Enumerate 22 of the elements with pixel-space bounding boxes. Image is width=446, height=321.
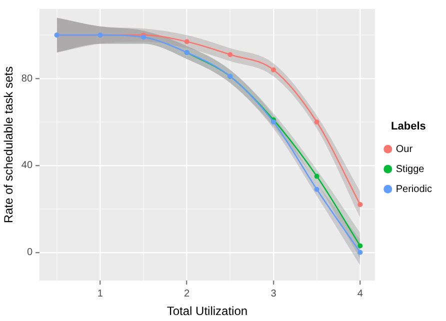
x-tick-label: 3 bbox=[270, 288, 277, 300]
x-tick-label: 2 bbox=[184, 288, 190, 300]
point bbox=[314, 174, 320, 179]
y-tick-label: 0 bbox=[26, 247, 33, 258]
x-tick-label: 4 bbox=[357, 288, 364, 300]
legend-title: Labels bbox=[391, 120, 426, 132]
point bbox=[358, 202, 363, 208]
point bbox=[314, 119, 320, 124]
x-tick-label: 1 bbox=[97, 288, 104, 300]
point bbox=[270, 67, 276, 72]
point bbox=[358, 243, 363, 248]
legend-label: Periodic bbox=[396, 184, 432, 195]
point bbox=[314, 186, 320, 192]
point bbox=[184, 39, 190, 44]
legend-label: Stigge bbox=[396, 164, 425, 175]
point bbox=[358, 250, 363, 255]
y-axis-title: Rate of schedulable task sets bbox=[2, 66, 16, 224]
y-tick-label: 40 bbox=[21, 160, 33, 172]
y-tick-label: 80 bbox=[21, 73, 33, 84]
point bbox=[228, 52, 233, 58]
x-axis-title: Total Utilization bbox=[166, 304, 248, 318]
legend-label: Our bbox=[396, 144, 414, 155]
